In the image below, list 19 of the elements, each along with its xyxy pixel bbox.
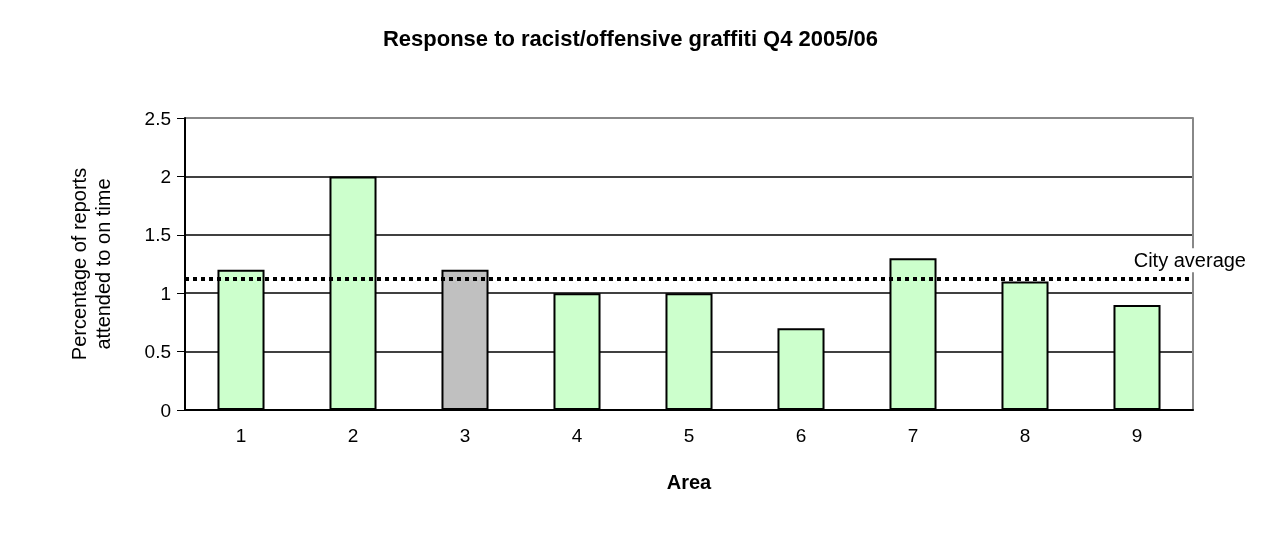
ref-line-label: City average <box>1133 249 1246 272</box>
x-tick-label: 8 <box>1019 425 1031 446</box>
y-tick-label: 2 <box>160 165 171 187</box>
y-axis-title: Percentage of reports attended to on time <box>68 167 114 361</box>
x-tick-label: 3 <box>459 425 471 446</box>
x-tick-label: 9 <box>1131 425 1143 446</box>
x-axis-title: Area <box>666 471 713 493</box>
y-tick-label: 0 <box>160 399 171 421</box>
x-tick-label: 4 <box>571 425 583 446</box>
x-tick-label: 5 <box>683 425 695 446</box>
y-tick-label: 2.5 <box>144 107 171 129</box>
x-tick-label: 7 <box>907 425 919 446</box>
y-tick-label: 1 <box>160 282 171 304</box>
y-tick-label: 0.5 <box>144 341 171 363</box>
x-tick-label: 1 <box>235 425 247 446</box>
y-tick-label: 1.5 <box>144 224 171 246</box>
chart-title: Response to racist/offensive graffiti Q4 2005/06 <box>382 25 879 51</box>
x-tick-label: 6 <box>795 425 807 446</box>
x-tick-label: 2 <box>347 425 359 446</box>
